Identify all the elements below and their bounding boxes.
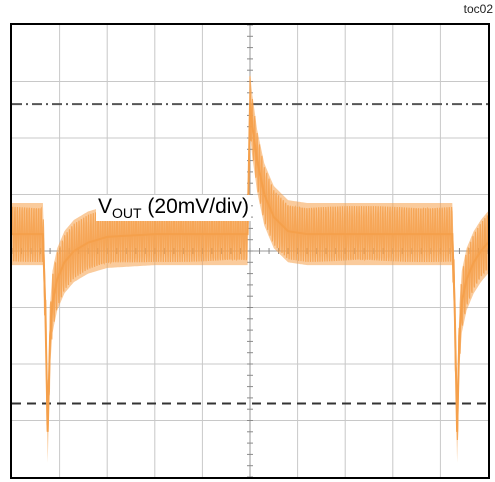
trace-line [12, 103, 488, 432]
trace-vout [12, 73, 488, 463]
trace-name-subscript: OUT [112, 205, 142, 222]
scope-plot [12, 25, 488, 477]
figure-label: toc02 [463, 2, 493, 16]
trace-ripple [12, 76, 488, 441]
trace-label: VOUT (20mV/div) [96, 195, 251, 222]
oscilloscope-screen: VOUT (20mV/div) [10, 23, 490, 479]
reference-lines [12, 103, 488, 405]
trace-scale: (20mV/div) [147, 195, 249, 218]
trace-name: V [98, 195, 113, 218]
